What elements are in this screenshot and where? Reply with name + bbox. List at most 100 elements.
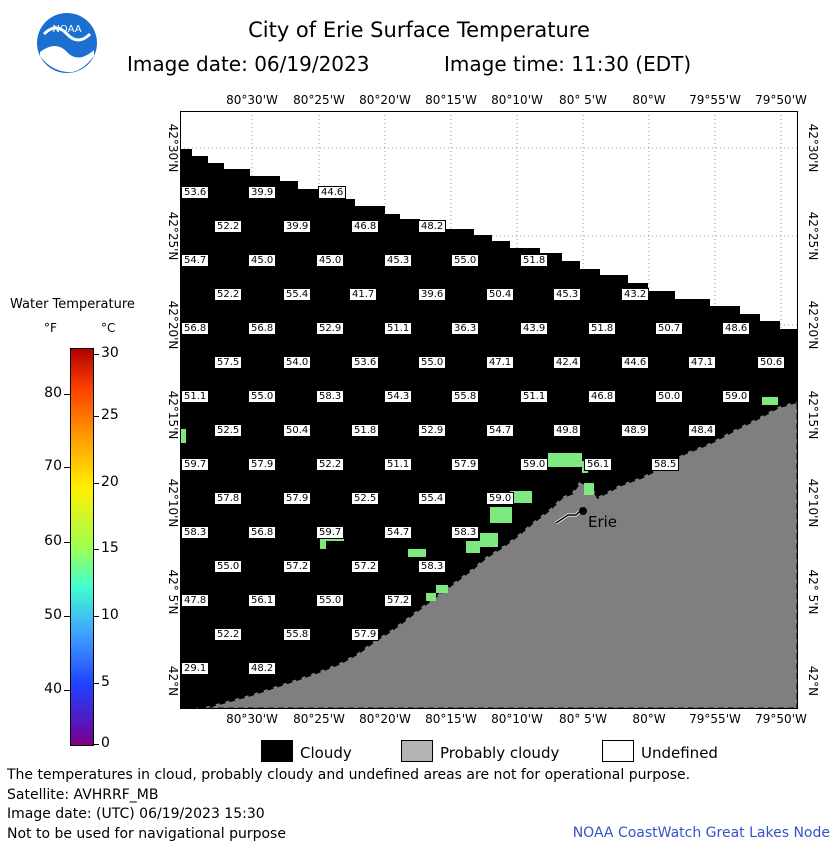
map-svg: Erie <box>180 111 798 709</box>
tick-mark <box>64 690 70 691</box>
temperature-label: 52.2 <box>214 220 243 233</box>
image-time: Image time: 11:30 (EDT) <box>444 52 692 76</box>
unit-celsius: °C <box>101 321 116 335</box>
celsius-tick: 25 <box>101 407 119 423</box>
temperature-label: 59.0 <box>722 390 751 403</box>
temperature-map: Erie 53.6 39.9 44.6 52.2 39.9 46.8 48.2 54.7 45.… <box>180 111 798 709</box>
temperature-label: 55.0 <box>316 594 345 607</box>
tick-mark <box>64 394 70 395</box>
temperature-label: 51.8 <box>588 322 617 335</box>
tick-mark <box>64 542 70 543</box>
temperature-label: 47.1 <box>486 356 515 369</box>
temperature-label: 55.0 <box>214 560 243 573</box>
temperature-label: 55.8 <box>283 628 312 641</box>
lat-label-right: 42°10'N <box>806 478 820 528</box>
temperature-label: 51.1 <box>181 390 210 403</box>
temperature-label: 58.3 <box>181 526 210 539</box>
lat-label-right: 42°20'N <box>806 300 820 350</box>
tick-mark <box>93 616 99 617</box>
temperature-label: 50.4 <box>283 424 312 437</box>
lon-label-top: 80°W <box>632 93 666 107</box>
temperature-label: 39.9 <box>283 220 312 233</box>
temperature-label: 46.8 <box>588 390 617 403</box>
lon-label-bottom: 80°20'W <box>359 712 411 726</box>
satellite: Satellite: AVHRRF_MB <box>7 787 159 803</box>
temperature-label: 45.0 <box>248 254 277 267</box>
unit-fahrenheit: °F <box>44 321 57 335</box>
temperature-label: 51.1 <box>384 458 413 471</box>
tick-mark <box>64 467 70 468</box>
temperature-label: 55.4 <box>418 492 447 505</box>
temperature-label: 39.9 <box>248 186 277 199</box>
temperature-label: 49.8 <box>553 424 582 437</box>
tick-mark <box>64 616 70 617</box>
temperature-label: 36.3 <box>451 322 480 335</box>
temperature-label: 51.8 <box>520 254 549 267</box>
fahrenheit-tick: 40 <box>44 681 62 697</box>
disclaimer: The temperatures in cloud, probably clou… <box>7 767 691 783</box>
temperature-label: 48.9 <box>621 424 650 437</box>
lat-label-right: 42°N <box>806 665 820 697</box>
lon-label-top: 80°10'W <box>491 93 543 107</box>
temperature-label: 54.7 <box>384 526 413 539</box>
lat-label-left: 42°15'N <box>166 390 180 440</box>
logo-text: NOAA <box>52 24 81 35</box>
temperature-label: 57.5 <box>214 356 243 369</box>
land-area <box>180 399 798 709</box>
map-title: City of Erie Surface Temperature <box>248 18 590 42</box>
temperature-label: 59.0 <box>486 492 515 505</box>
swatch-probably-cloudy-label: Probably cloudy <box>440 744 560 762</box>
color-bar <box>70 348 94 746</box>
tick-mark <box>93 483 99 484</box>
temperature-label: 48.2 <box>248 662 277 675</box>
lat-label-right: 42° 5'N <box>806 569 820 615</box>
temperature-label: 29.1 <box>181 662 210 675</box>
celsius-tick: 10 <box>101 607 119 623</box>
lon-label-bottom: 80°W <box>632 712 666 726</box>
temperature-label: 57.2 <box>283 560 312 573</box>
temperature-label: 56.1 <box>248 594 277 607</box>
temperature-label: 53.6 <box>181 186 210 199</box>
temperature-label: 48.6 <box>722 322 751 335</box>
temperature-label: 57.9 <box>451 458 480 471</box>
temperature-label: 57.9 <box>283 492 312 505</box>
celsius-tick: 0 <box>101 735 110 751</box>
lon-label-top: 80°25'W <box>293 93 345 107</box>
temperature-label: 52.2 <box>316 458 345 471</box>
temperature-label: 58.3 <box>316 390 345 403</box>
fahrenheit-tick: 80 <box>44 385 62 401</box>
temperature-label: 45.0 <box>316 254 345 267</box>
tick-mark <box>93 354 99 355</box>
lat-label-left: 42° 5'N <box>166 569 180 615</box>
temperature-label: 59.7 <box>181 458 210 471</box>
lon-label-top: 79°55'W <box>689 93 741 107</box>
temperature-label: 45.3 <box>553 288 582 301</box>
image-date: Image date: 06/19/2023 <box>127 52 370 76</box>
temperature-label: 58.5 <box>651 458 680 471</box>
tick-mark <box>93 683 99 684</box>
temperature-label: 54.7 <box>486 424 515 437</box>
lon-label-bottom: 79°50'W <box>755 712 807 726</box>
temperature-label: 54.0 <box>283 356 312 369</box>
city-label: Erie <box>588 513 617 531</box>
temperature-label: 55.0 <box>451 254 480 267</box>
lon-label-top: 80°15'W <box>425 93 477 107</box>
lon-label-top: 80° 5'W <box>559 93 607 107</box>
temperature-label: 52.2 <box>214 288 243 301</box>
credit-link[interactable]: NOAA CoastWatch Great Lakes Node <box>572 825 830 841</box>
utc-date: Image date: (UTC) 06/19/2023 15:30 <box>7 806 265 822</box>
temperature-label: 52.5 <box>214 424 243 437</box>
lat-label-right: 42°30'N <box>806 123 820 173</box>
lat-label-right: 42°15'N <box>806 390 820 440</box>
lat-label-left: 42°10'N <box>166 478 180 528</box>
swatch-probably-cloudy <box>401 740 433 762</box>
swatch-cloudy <box>261 740 293 762</box>
temperature-label: 54.3 <box>384 390 413 403</box>
legend-title: Water Temperature <box>10 297 135 312</box>
temperature-label: 50.4 <box>486 288 515 301</box>
lon-label-top: 80°30'W <box>226 93 278 107</box>
temperature-label: 52.5 <box>351 492 380 505</box>
temperature-label: 41.7 <box>349 288 378 301</box>
lat-label-left: 42°20'N <box>166 300 180 350</box>
lon-label-bottom: 80°15'W <box>425 712 477 726</box>
